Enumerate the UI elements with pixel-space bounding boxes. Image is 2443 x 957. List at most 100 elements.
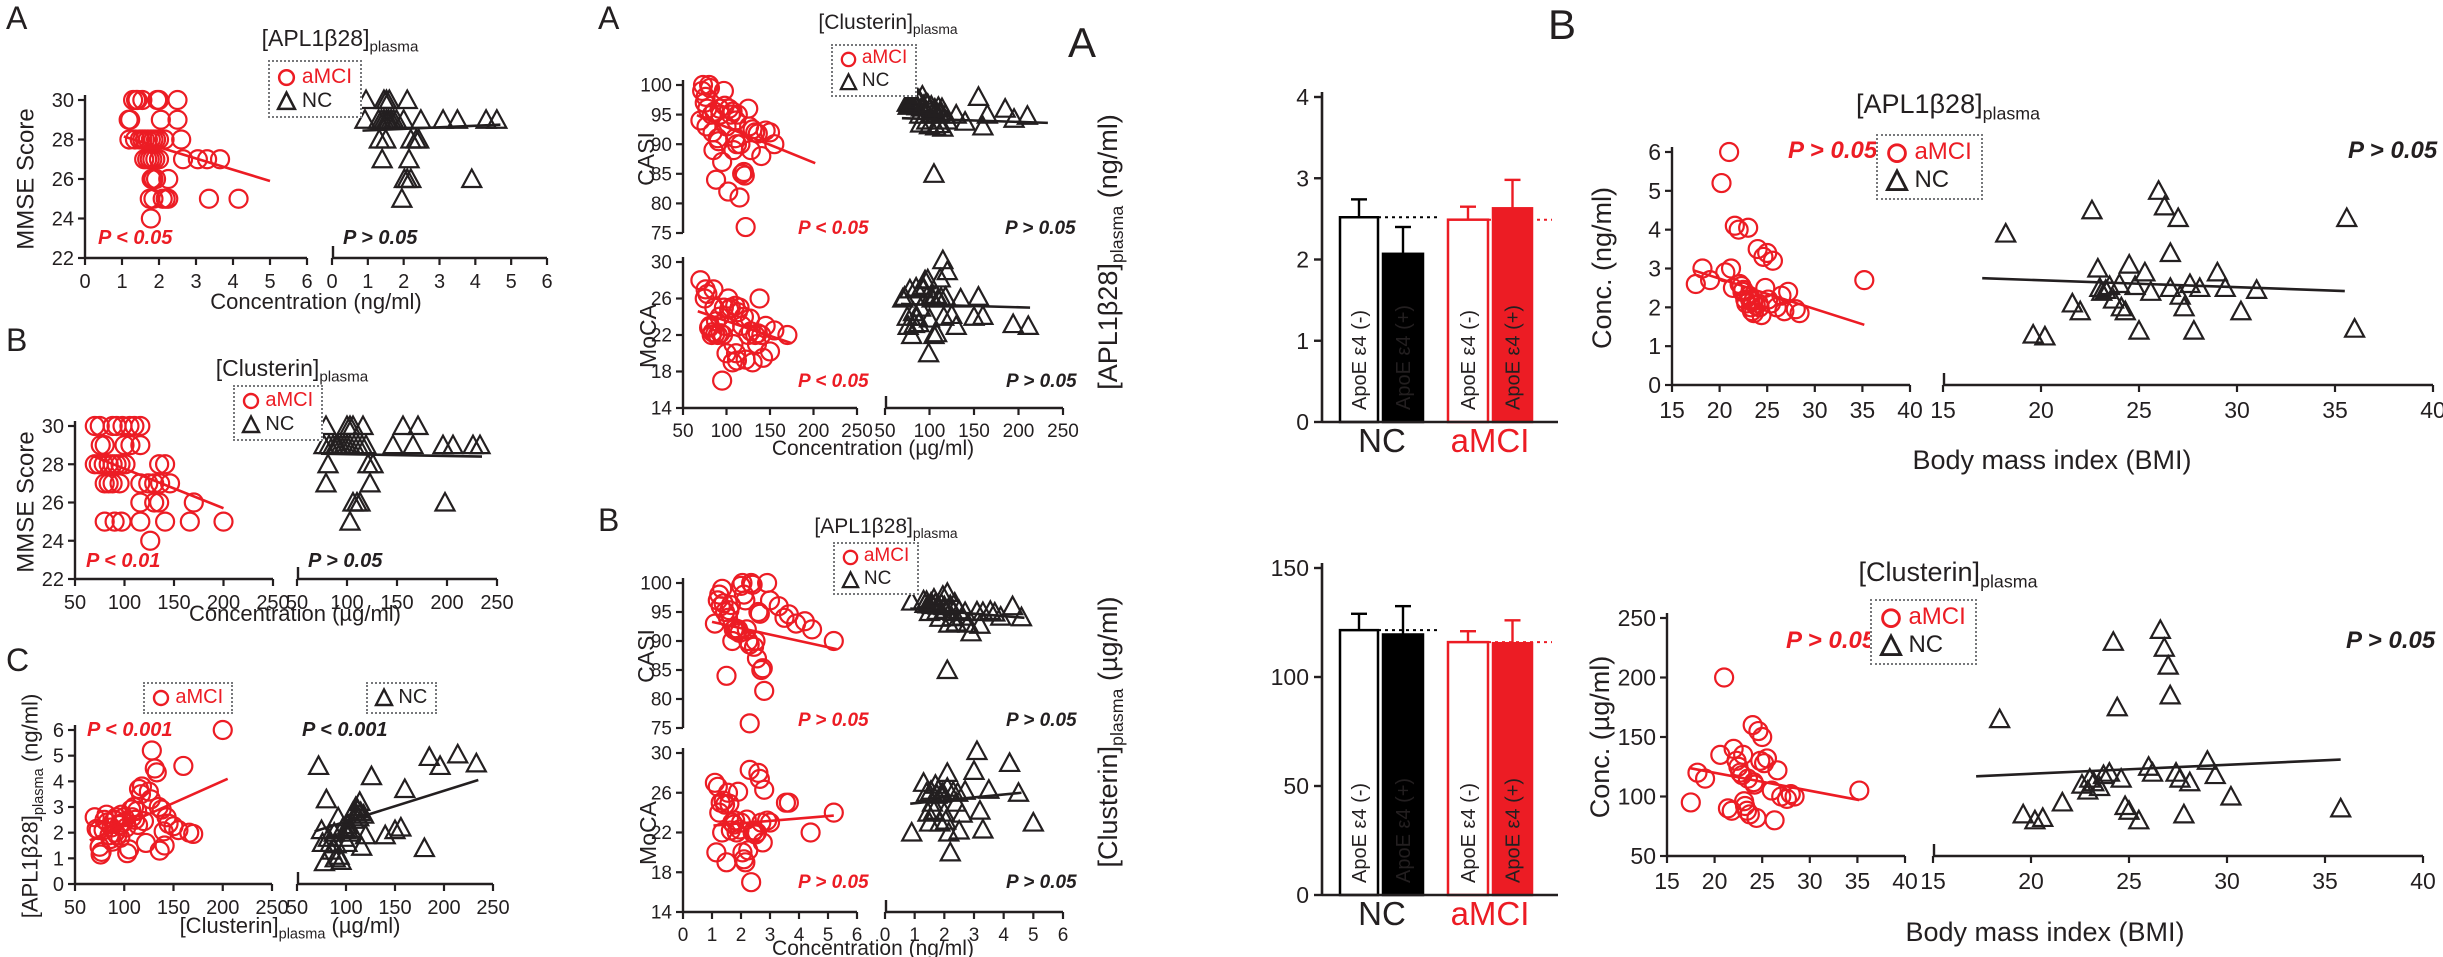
panel-label-left-a: A xyxy=(6,0,28,36)
svg-text:100: 100 xyxy=(329,897,362,919)
amci-data-points xyxy=(1680,667,1870,831)
trend-line xyxy=(1688,766,1860,802)
trend-line xyxy=(696,113,816,165)
bar-chart-apl-bar: ApoE ε4 (-) ApoE ε4 (+) ApoE ε4 (-) ApoE ε4… xyxy=(1296,84,1558,435)
svg-text:85: 85 xyxy=(651,661,672,682)
bar-inner-label: ApoE ε4 (-) xyxy=(1458,783,1480,883)
svg-text:100: 100 xyxy=(711,421,743,442)
scatter-panel-casi-clu-nc xyxy=(895,83,1048,183)
svg-text:15: 15 xyxy=(1654,868,1680,894)
svg-text:30: 30 xyxy=(1797,868,1823,894)
svg-text:26: 26 xyxy=(42,493,64,515)
nc-data-points xyxy=(307,742,488,872)
svg-text:250: 250 xyxy=(841,421,873,442)
svg-text:30: 30 xyxy=(2214,868,2240,894)
svg-text:150: 150 xyxy=(157,592,190,614)
scatter-panel-apl-bmi-nc: 15 20 25 30 35 40 xyxy=(1930,179,2443,423)
svg-text:2: 2 xyxy=(53,823,64,845)
trend-line xyxy=(123,135,271,183)
nc-data-points xyxy=(353,88,509,208)
trend-line xyxy=(1693,269,1865,327)
svg-text:30: 30 xyxy=(1802,397,1828,423)
svg-text:200: 200 xyxy=(1618,665,1656,691)
svg-text:100: 100 xyxy=(640,76,672,97)
svg-text:250: 250 xyxy=(1047,421,1079,442)
svg-text:50: 50 xyxy=(1630,843,1656,869)
bar-inner-label: ApoE ε4 (+) xyxy=(1393,778,1415,883)
svg-text:200: 200 xyxy=(798,421,830,442)
svg-text:4: 4 xyxy=(53,771,64,793)
bar xyxy=(1491,207,1534,424)
scatter-panel-casi-clu-amci: 75 80 85 90 95 100 xyxy=(640,74,816,245)
svg-text:150: 150 xyxy=(1618,724,1656,750)
svg-text:2: 2 xyxy=(398,271,409,293)
amci-data-points xyxy=(704,759,844,893)
svg-text:25: 25 xyxy=(1749,868,1775,894)
trend-line xyxy=(910,791,1022,805)
bar-chart-clu-bar: ApoE ε4 (-) ApoE ε4 (+) ApoE ε4 (-) ApoE ε4… xyxy=(1271,555,1558,908)
nc-data-points xyxy=(900,739,1045,862)
svg-text:20: 20 xyxy=(2018,868,2044,894)
svg-text:0: 0 xyxy=(1296,409,1309,435)
svg-text:14: 14 xyxy=(651,399,673,420)
svg-text:3: 3 xyxy=(765,925,776,946)
panel-label-left-b: B xyxy=(6,322,28,358)
bar-inner-label: ApoE ε4 (-) xyxy=(1349,783,1371,883)
svg-text:250: 250 xyxy=(1618,605,1656,631)
amci-data-points xyxy=(690,74,785,238)
svg-text:35: 35 xyxy=(2312,868,2338,894)
svg-text:90: 90 xyxy=(651,135,672,156)
svg-text:26: 26 xyxy=(651,783,672,804)
svg-text:3: 3 xyxy=(190,271,201,293)
trend-line xyxy=(910,607,1025,620)
svg-text:1: 1 xyxy=(1648,333,1661,359)
scatter-panel-mmse-clu-amci: 22 24 26 28 30 50 100 150 200 250 xyxy=(42,415,290,614)
svg-text:3: 3 xyxy=(1296,165,1309,191)
svg-text:1: 1 xyxy=(707,925,718,946)
svg-text:4: 4 xyxy=(794,925,805,946)
trend-line xyxy=(89,777,229,842)
svg-text:100: 100 xyxy=(1618,784,1656,810)
amci-data-points xyxy=(84,719,233,865)
panel-label-mid-b: B xyxy=(598,502,620,538)
svg-text:90: 90 xyxy=(651,632,672,653)
bar-inner-label: ApoE ε4 (+) xyxy=(1393,305,1415,410)
svg-text:50: 50 xyxy=(286,592,308,614)
bar-inner-label: ApoE ε4 (+) xyxy=(1503,305,1525,410)
svg-text:4: 4 xyxy=(1648,217,1661,243)
trend-line xyxy=(900,302,1031,309)
svg-text:30: 30 xyxy=(42,416,64,438)
bar-inner-label: ApoE ε4 (-) xyxy=(1349,310,1371,410)
svg-text:250: 250 xyxy=(256,592,289,614)
svg-text:150: 150 xyxy=(378,897,411,919)
scatter-panel-mmse-apl-amci: 22 24 26 28 30 0 1 2 3 4 5 6 xyxy=(52,89,313,293)
nc-data-points xyxy=(895,83,1039,183)
svg-text:200: 200 xyxy=(206,897,239,919)
trend-line xyxy=(91,454,224,510)
svg-text:0: 0 xyxy=(79,271,90,293)
scatter-panel-mmse-clu-nc: 50 100 150 200 250 xyxy=(286,414,514,614)
svg-text:0: 0 xyxy=(326,271,337,293)
svg-text:35: 35 xyxy=(1845,868,1871,894)
svg-text:150: 150 xyxy=(958,421,990,442)
svg-text:5: 5 xyxy=(1028,925,1039,946)
svg-text:24: 24 xyxy=(52,209,74,231)
svg-text:4: 4 xyxy=(470,271,481,293)
svg-text:80: 80 xyxy=(651,690,672,711)
nc-data-points xyxy=(891,248,1040,363)
svg-text:50: 50 xyxy=(1283,773,1309,799)
svg-text:4: 4 xyxy=(998,925,1009,946)
svg-text:100: 100 xyxy=(108,592,141,614)
svg-text:50: 50 xyxy=(64,592,86,614)
svg-text:0: 0 xyxy=(1296,882,1309,908)
svg-text:150: 150 xyxy=(157,897,190,919)
svg-text:30: 30 xyxy=(651,744,672,765)
scatter-panel-casi-apl-nc xyxy=(900,581,1033,680)
svg-text:20: 20 xyxy=(2028,397,2054,423)
trend-line xyxy=(1976,758,2341,778)
svg-text:6: 6 xyxy=(1058,925,1069,946)
trend-line xyxy=(320,452,483,458)
svg-text:40: 40 xyxy=(2420,397,2443,423)
